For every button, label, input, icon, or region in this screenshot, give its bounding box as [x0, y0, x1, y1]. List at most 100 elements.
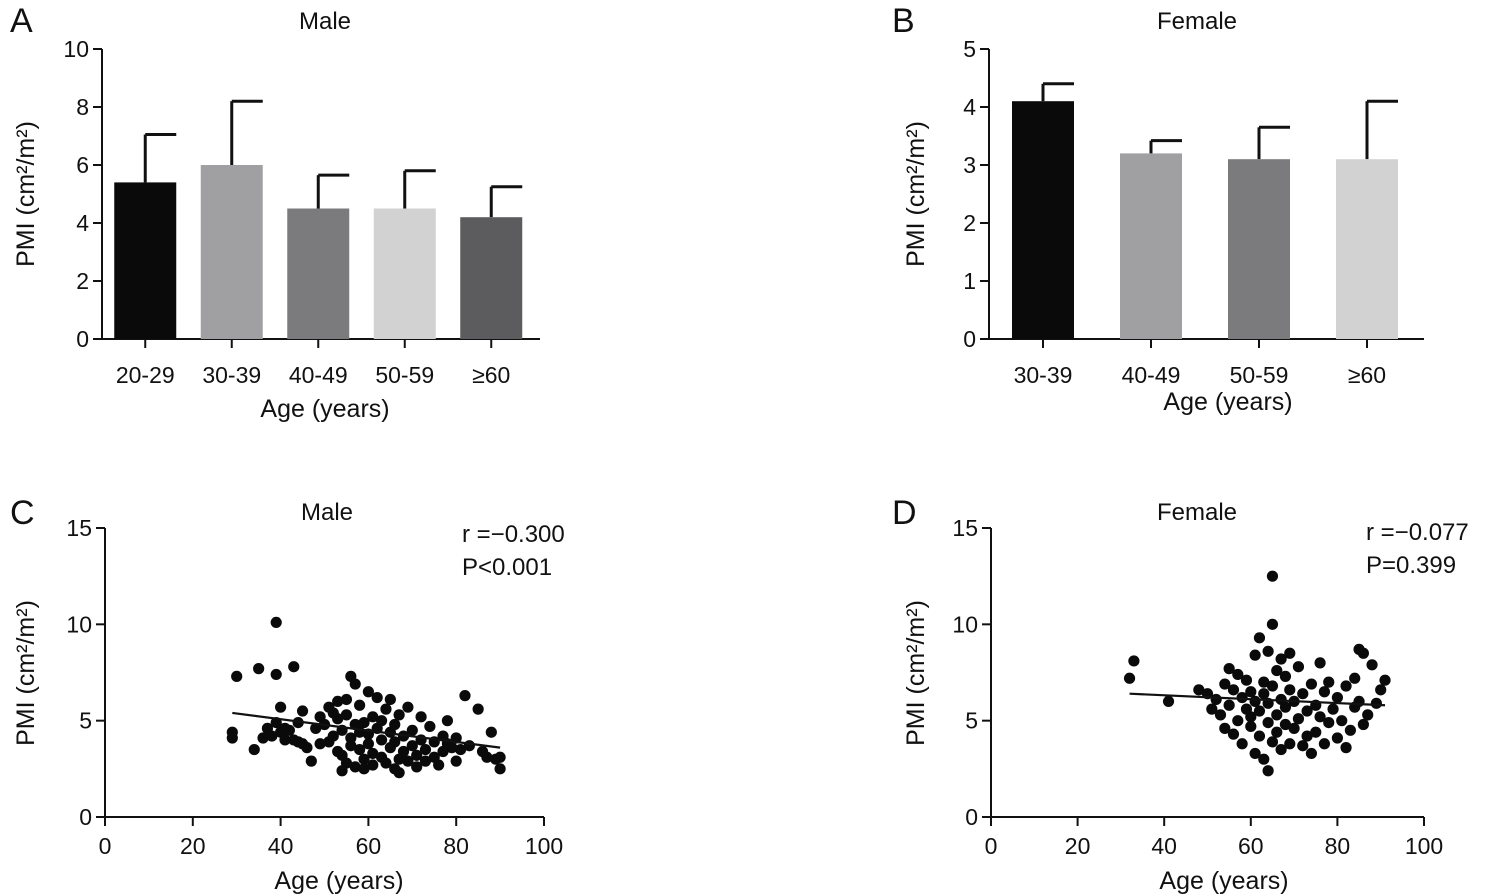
x-tick-label: 100 — [1405, 833, 1443, 859]
data-point — [393, 709, 405, 721]
x-tick-label: 100 — [525, 833, 563, 859]
data-point — [424, 720, 436, 733]
x-tick-label: 50-59 — [1230, 362, 1289, 388]
data-point — [257, 732, 269, 744]
data-point — [305, 755, 317, 767]
bar-plot-area: 0 2 4 6 8 10 20-29 30-39 40-49 50-59 ≥60 — [63, 36, 540, 388]
data-point — [1331, 691, 1343, 704]
data-point — [1249, 649, 1261, 661]
data-point — [354, 743, 366, 756]
data-point — [1223, 699, 1235, 711]
data-point — [1227, 684, 1240, 696]
y-tick-label: 15 — [66, 515, 92, 541]
data-point — [1262, 765, 1274, 777]
x-tick-label: ≥60 — [1348, 362, 1386, 388]
data-point — [1266, 570, 1279, 582]
data-point — [1327, 703, 1339, 715]
x-tick-label: ≥60 — [472, 362, 510, 388]
data-point — [1305, 678, 1318, 690]
x-tick-label: 50-59 — [375, 362, 434, 388]
data-point — [1123, 672, 1136, 684]
data-point — [1279, 701, 1292, 713]
data-point — [1245, 711, 1257, 723]
data-point — [1232, 668, 1244, 681]
data-point — [415, 711, 427, 723]
data-point — [340, 757, 353, 769]
data-point — [1357, 718, 1369, 731]
y-tick-label: 3 — [963, 152, 976, 178]
data-point — [248, 743, 260, 756]
data-point — [345, 732, 357, 744]
data-point — [1323, 676, 1335, 688]
y-tick-label: 4 — [963, 94, 976, 120]
panel-letter-c: C — [10, 494, 35, 532]
data-point — [1288, 722, 1300, 734]
data-point — [402, 701, 414, 713]
data-point — [1262, 716, 1274, 729]
data-point — [1249, 695, 1261, 708]
data-point — [340, 709, 353, 721]
data-point — [1297, 740, 1309, 752]
y-tick-label: 5 — [79, 708, 92, 734]
y-axis-label: PMI (cm²/m²) — [12, 121, 40, 267]
bar-≥60 — [1336, 159, 1398, 339]
data-point — [358, 716, 370, 729]
data-point — [1318, 686, 1331, 698]
data-point — [375, 734, 388, 746]
x-tick-label: 0 — [99, 833, 112, 859]
x-tick-label: 60 — [1238, 833, 1264, 859]
scatter-plot-area: 0 5 10 15 0 20 40 60 80 100 — [952, 515, 1443, 859]
data-point — [371, 691, 383, 704]
data-point — [1297, 688, 1309, 700]
data-point — [397, 745, 410, 758]
y-tick-label: 2 — [963, 210, 976, 236]
data-point — [1366, 659, 1378, 671]
data-point — [481, 751, 493, 763]
x-tick-label: 80 — [443, 833, 469, 859]
data-point — [1253, 705, 1266, 717]
data-point — [1375, 684, 1387, 696]
data-point — [231, 670, 243, 682]
data-point — [1275, 743, 1287, 756]
data-point — [1279, 670, 1292, 682]
data-point — [1253, 730, 1266, 742]
data-point — [1245, 720, 1257, 733]
bar-40-49 — [1120, 153, 1182, 339]
x-axis-label: Age (years) — [1159, 867, 1288, 895]
data-point — [1279, 718, 1292, 731]
data-point — [494, 763, 506, 775]
x-tick-label: 20-29 — [116, 362, 175, 388]
y-tick-label: 15 — [952, 515, 978, 541]
data-point — [340, 693, 353, 706]
data-point — [367, 747, 379, 760]
data-point — [419, 755, 432, 767]
data-point — [1253, 632, 1266, 644]
data-point — [1162, 695, 1175, 708]
data-point — [1210, 693, 1222, 706]
chart-title: Male — [301, 499, 353, 526]
data-point — [1379, 674, 1391, 686]
p-value-annotation: P<0.001 — [462, 554, 552, 581]
data-point — [1275, 653, 1287, 665]
bar-20-29 — [114, 182, 177, 339]
data-point — [266, 730, 278, 742]
x-axis-label: Age (years) — [274, 867, 403, 895]
data-point — [402, 755, 414, 767]
data-point — [1206, 703, 1218, 715]
data-point — [1214, 709, 1227, 721]
data-point — [1223, 663, 1235, 675]
data-point — [367, 711, 379, 723]
data-point — [419, 743, 432, 756]
data-point — [1370, 697, 1382, 709]
data-point — [1266, 736, 1279, 748]
x-tick-label: 60 — [356, 833, 382, 859]
data-point — [310, 722, 322, 734]
data-point — [463, 740, 475, 752]
data-point — [354, 699, 366, 711]
data-point — [411, 749, 423, 761]
scatter-plot-area: 0 5 10 15 0 20 40 60 80 100 — [66, 515, 563, 859]
data-point — [358, 753, 370, 765]
y-tick-label: 10 — [63, 36, 89, 62]
data-point — [1362, 709, 1374, 721]
data-point — [1249, 747, 1261, 760]
